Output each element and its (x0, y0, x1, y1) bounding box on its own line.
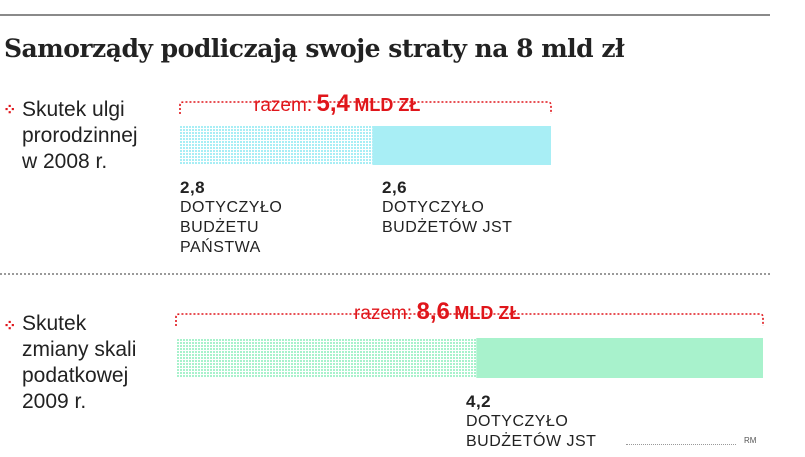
row2-marker-icon: ⁘ (3, 318, 17, 335)
row2-total-unit: MLD ZŁ (454, 303, 521, 323)
row1-seg1-desc: BUDŻETU (180, 219, 260, 236)
row1-label: Skutek ulgi prorodzinnej w 2008 r. (22, 97, 138, 175)
row1-seg1-desc: DOTYCZYŁO (180, 199, 283, 216)
row2-label: Skutek zmiany skali podatkowej 2009 r. (22, 311, 136, 415)
row1-seg2-desc: DOTYCZYŁO (382, 199, 485, 216)
row1-label-line: prorodzinnej (22, 124, 138, 147)
bar-row1-seg2 (372, 126, 551, 165)
row1-seg2-value: 2,6 (382, 178, 408, 197)
row1-total-label: razem: (254, 95, 313, 116)
row2-seg2-desc: BUDŻETÓW JST (466, 433, 597, 450)
row2-seg2-annotation: 4,2 DOTYCZYŁO BUDŻETÓW JST (466, 392, 596, 452)
row2-label-line: 2009 r. (22, 390, 87, 413)
total-brace-row2 (175, 313, 764, 326)
trailing-dotted-line (626, 444, 736, 445)
row2-seg2-value: 4,2 (466, 392, 492, 411)
row1-total: razem: 5,4 MLD ZŁ (254, 90, 420, 118)
row-separator (0, 273, 770, 275)
total-brace-row1 (179, 101, 552, 114)
row1-seg1-desc: PAŃSTWA (180, 239, 261, 256)
row2-label-line: podatkowej (22, 364, 129, 387)
row1-marker-icon: ⁘ (3, 102, 17, 119)
chart-title: Samorządy podliczają swoje straty na 8 m… (4, 34, 625, 63)
row2-label-line: zmiany skali (22, 338, 137, 361)
top-rule (0, 14, 770, 16)
row1-label-line: w 2008 r. (22, 150, 108, 173)
row1-seg1-value: 2,8 (180, 178, 206, 197)
row1-total-value: 5,4 (316, 90, 350, 117)
row1-seg2-desc: BUDŻETÓW JST (382, 219, 513, 236)
row1-seg1-annotation: 2,8 DOTYCZYŁO BUDŻETU PAŃSTWA (180, 178, 282, 258)
bar-row2-seg2 (476, 338, 763, 378)
row1-label-line: Skutek ulgi (22, 98, 125, 121)
bar-row2-seg1 (176, 338, 477, 378)
author-credit: RM (744, 436, 757, 445)
row1-total-unit: MLD ZŁ (354, 95, 421, 115)
row2-total-value: 8,6 (416, 298, 450, 325)
row2-label-line: Skutek (22, 312, 87, 335)
row1-seg2-annotation: 2,6 DOTYCZYŁO BUDŻETÓW JST (382, 178, 512, 238)
bar-row1-seg1 (180, 126, 373, 165)
row2-seg2-desc: DOTYCZYŁO (466, 413, 569, 430)
